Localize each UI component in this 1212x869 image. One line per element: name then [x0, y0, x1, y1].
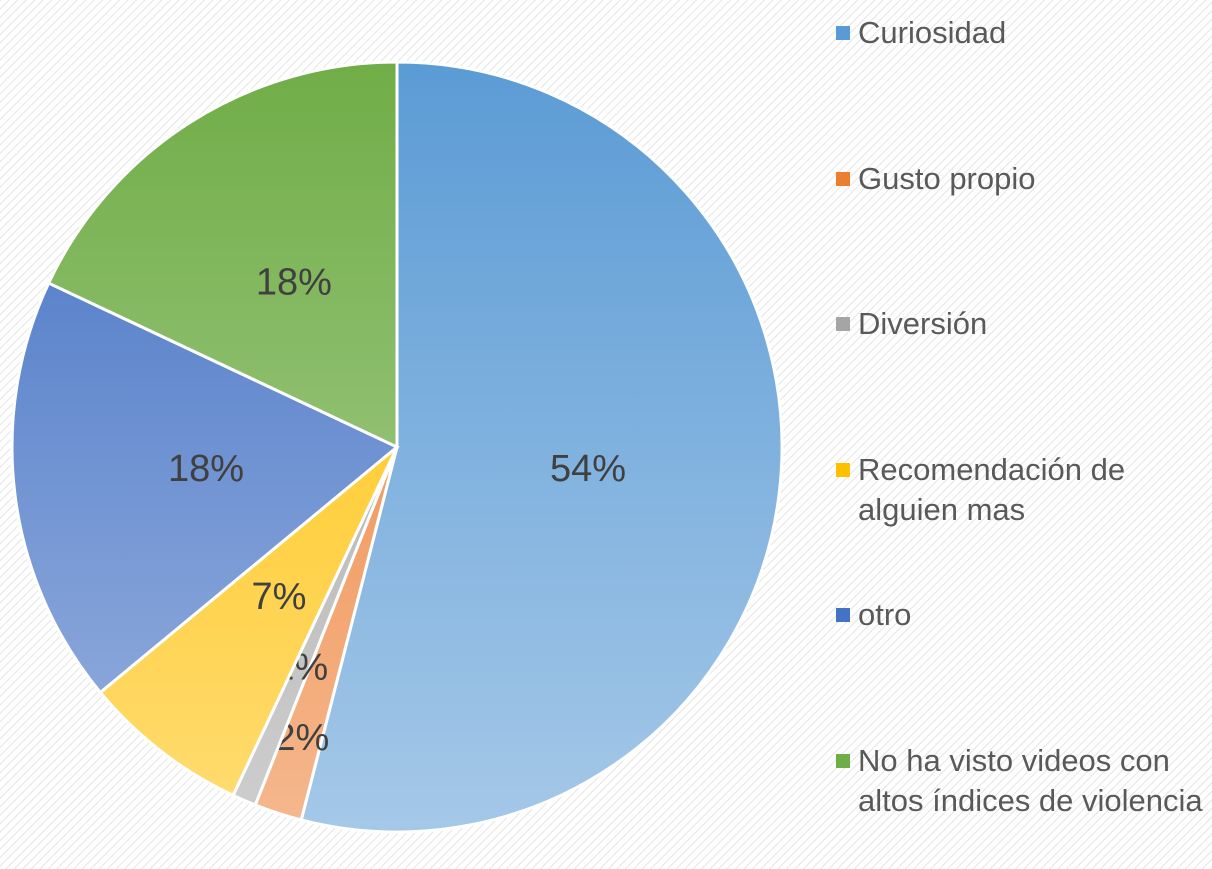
legend-swatch [836, 317, 850, 332]
pie-slice [299, 60, 784, 834]
legend-label: otro [858, 597, 912, 633]
legend-label: Gusto propio [858, 160, 1036, 196]
legend-label: Curiosidad [858, 15, 1007, 50]
legend-label: Diversión [858, 306, 988, 342]
legend-label: No ha visto videos con altos índices de … [858, 743, 1203, 818]
legend-item: Diversión [836, 304, 1206, 344]
legend-swatch [836, 754, 850, 768]
pie-slice [10, 281, 400, 695]
legend-swatch [836, 26, 850, 40]
legend-item: Curiosidad [836, 13, 1206, 53]
pie-slice [98, 445, 399, 798]
legend-swatch [836, 608, 850, 623]
legend-item: otro [836, 595, 1206, 635]
data-label: 18% [256, 261, 332, 303]
legend-item: Gusto propio [836, 159, 1206, 199]
data-label: 18% [168, 448, 244, 490]
legend-label: Recomendación de alguien mas [858, 451, 1126, 527]
legend-swatch [836, 171, 850, 186]
pie-slice [46, 60, 399, 450]
data-label: 54% [550, 448, 626, 490]
data-label: 7% [252, 576, 307, 618]
legend-item: Recomendación de alguien mas [836, 450, 1206, 530]
legend-item: No ha visto videos con altos índices de … [836, 741, 1206, 821]
legend-swatch [836, 462, 850, 477]
